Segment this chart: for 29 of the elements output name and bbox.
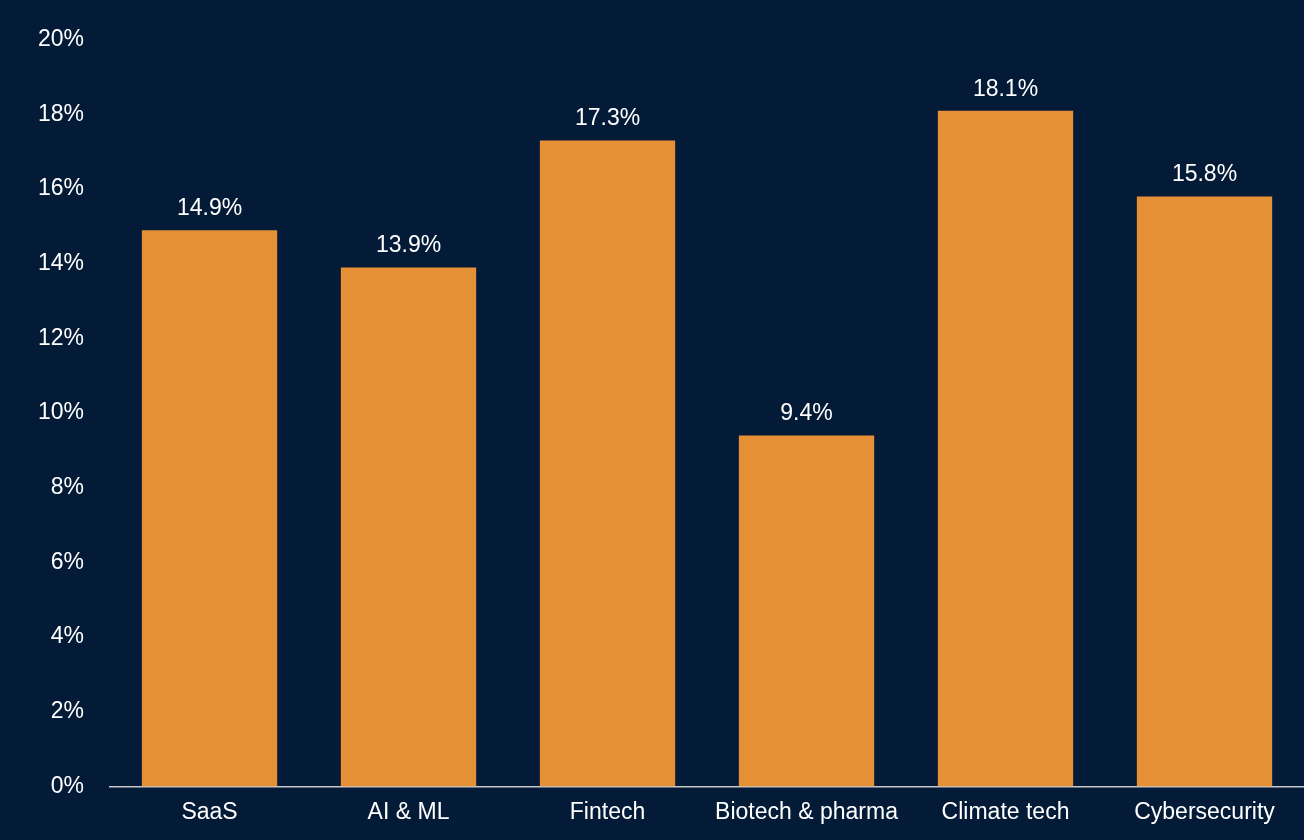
- y-tick-label: 2%: [50, 697, 85, 724]
- y-tick-label: 20%: [37, 25, 85, 52]
- data-label: 18.1%: [972, 74, 1039, 101]
- data-label: 13.9%: [375, 231, 442, 258]
- data-label: 15.8%: [1171, 160, 1238, 187]
- y-tick-label: 14%: [37, 249, 85, 276]
- x-tick-label: AI & ML: [367, 797, 450, 824]
- y-tick-label: 12%: [37, 323, 85, 350]
- bar: [937, 110, 1074, 787]
- bar: [1136, 196, 1273, 787]
- x-tick-label: Biotech & pharma: [715, 797, 899, 824]
- y-tick-label: 8%: [50, 473, 85, 500]
- x-tick-label: SaaS: [181, 797, 238, 824]
- bar: [141, 230, 278, 787]
- bar: [340, 267, 477, 787]
- y-tick-label: 18%: [37, 99, 85, 126]
- y-tick-label: 16%: [37, 174, 85, 201]
- y-tick-label: 10%: [37, 398, 85, 425]
- y-tick-label: 6%: [50, 547, 85, 574]
- bar: [738, 435, 875, 787]
- bar: [539, 140, 676, 787]
- x-tick-label: Fintech: [569, 797, 646, 824]
- y-tick-label: 4%: [50, 622, 85, 649]
- data-label: 17.3%: [574, 104, 641, 131]
- data-label: 14.9%: [176, 194, 243, 221]
- y-tick-label: 0%: [50, 771, 85, 798]
- data-label: 9.4%: [780, 399, 833, 426]
- x-tick-label: Cybersecurity: [1134, 797, 1276, 824]
- x-tick-label: Climate tech: [941, 797, 1070, 824]
